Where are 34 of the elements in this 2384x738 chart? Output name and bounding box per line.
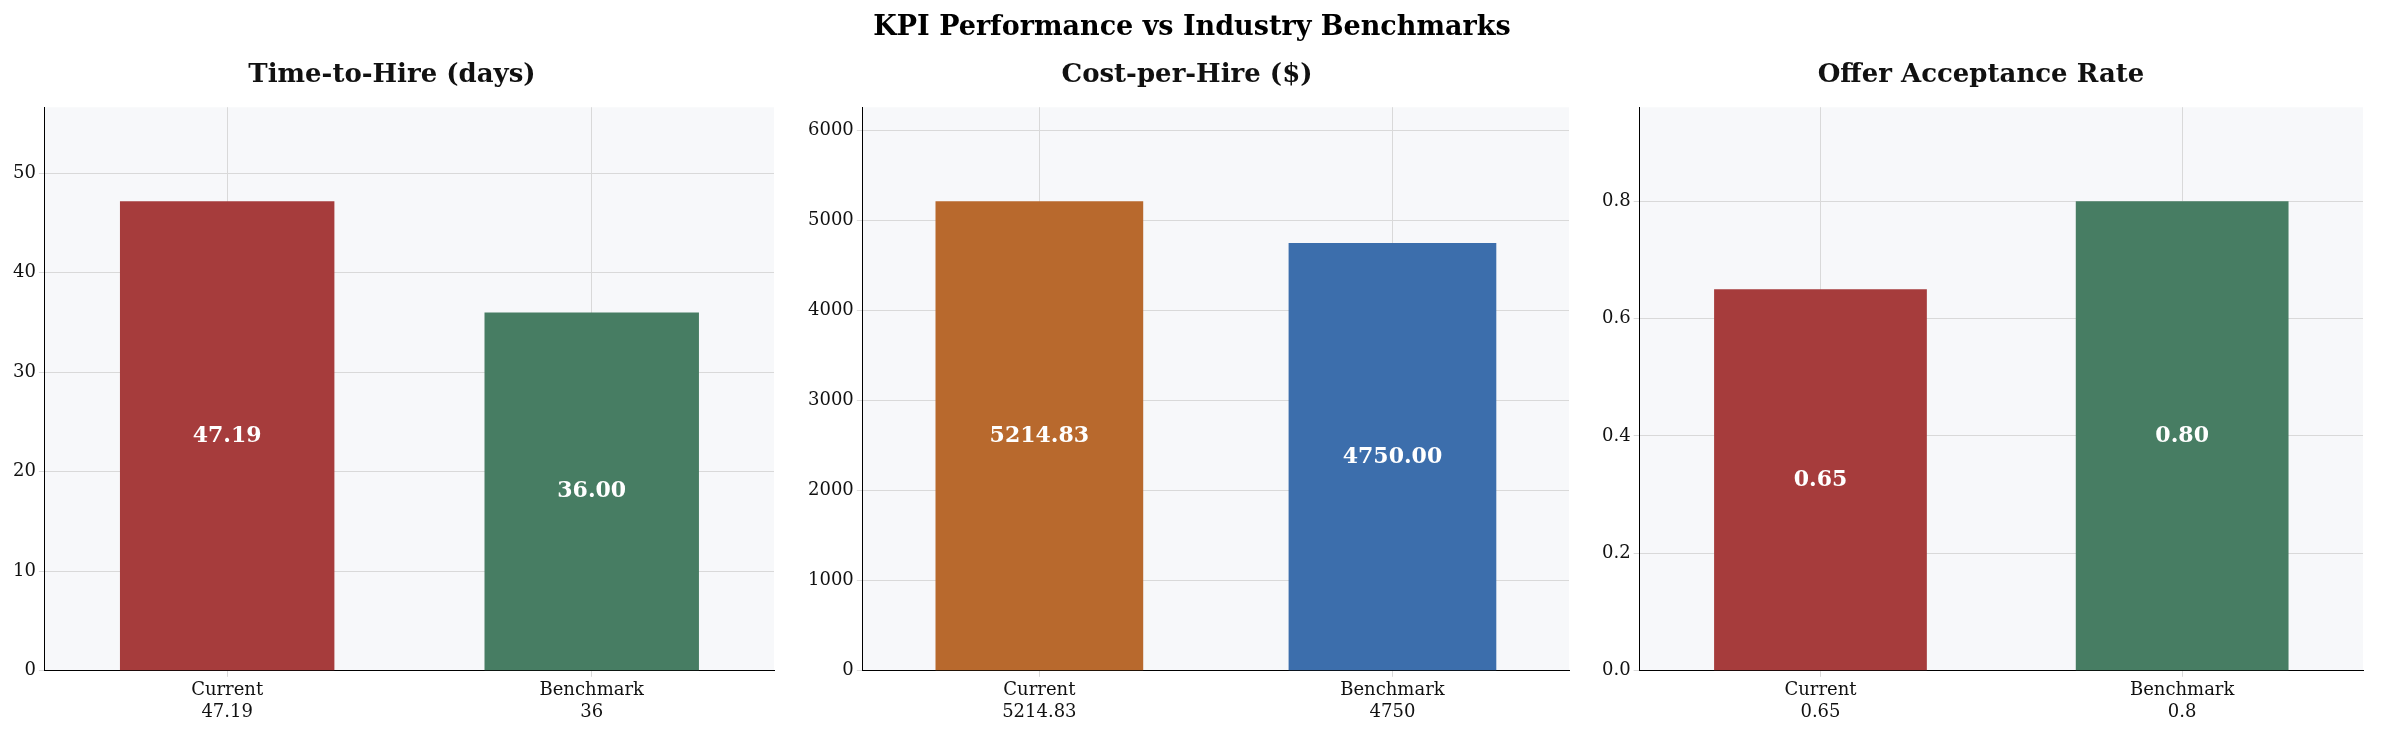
y-tick-label: 50 bbox=[13, 160, 36, 182]
x-tick-label: Benchmark 0.8 bbox=[2130, 678, 2236, 721]
x-tick-label: Current 0.65 bbox=[1784, 678, 1858, 721]
chart-title: Offer Acceptance Rate bbox=[1818, 58, 2145, 89]
y-tick-label: 0.2 bbox=[1602, 541, 1631, 563]
text: KPI Performance vs Industry Benchmarks bbox=[872, 10, 1512, 41]
x-tick-label: Current 47.19 bbox=[191, 678, 264, 721]
y-tick-label: 3000 bbox=[807, 388, 854, 410]
y-tick-label: 0.8 bbox=[1602, 188, 1631, 210]
data-label: 36.00 bbox=[557, 476, 627, 503]
data-label: 5214.83 bbox=[989, 420, 1089, 447]
y-tick-label: 30 bbox=[13, 359, 36, 381]
y-tick-label: 0.4 bbox=[1602, 423, 1631, 445]
y-tick-label: 0.0 bbox=[1602, 658, 1631, 680]
y-tick-label: 2000 bbox=[807, 478, 854, 500]
y-tick-label: 5000 bbox=[807, 208, 854, 230]
chart-title: Cost-per-Hire ($) bbox=[1061, 58, 1313, 89]
y-tick-label: 0 bbox=[24, 658, 36, 680]
y-tick-label: 6000 bbox=[807, 118, 854, 140]
y-tick-label: 20 bbox=[13, 459, 36, 481]
x-tick-label: Benchmark 4750 bbox=[1339, 678, 1446, 721]
data-label: 4750.00 bbox=[1342, 441, 1442, 468]
data-label: 0.80 bbox=[2155, 420, 2210, 447]
data-label: 47.19 bbox=[192, 420, 262, 447]
y-tick-label: 10 bbox=[13, 558, 36, 580]
y-tick-label: 4000 bbox=[807, 298, 854, 320]
y-tick-label: 40 bbox=[13, 260, 36, 282]
chart-title: Time-to-Hire (days) bbox=[248, 58, 536, 89]
y-tick-label: 0.6 bbox=[1602, 306, 1631, 328]
data-label: 0.65 bbox=[1794, 464, 1848, 491]
x-tick-label: Benchmark 36 bbox=[539, 678, 646, 721]
y-tick-label: 0 bbox=[842, 658, 854, 680]
y-tick-label: 1000 bbox=[807, 568, 854, 590]
x-tick-label: Current 5214.83 bbox=[1001, 678, 1077, 721]
